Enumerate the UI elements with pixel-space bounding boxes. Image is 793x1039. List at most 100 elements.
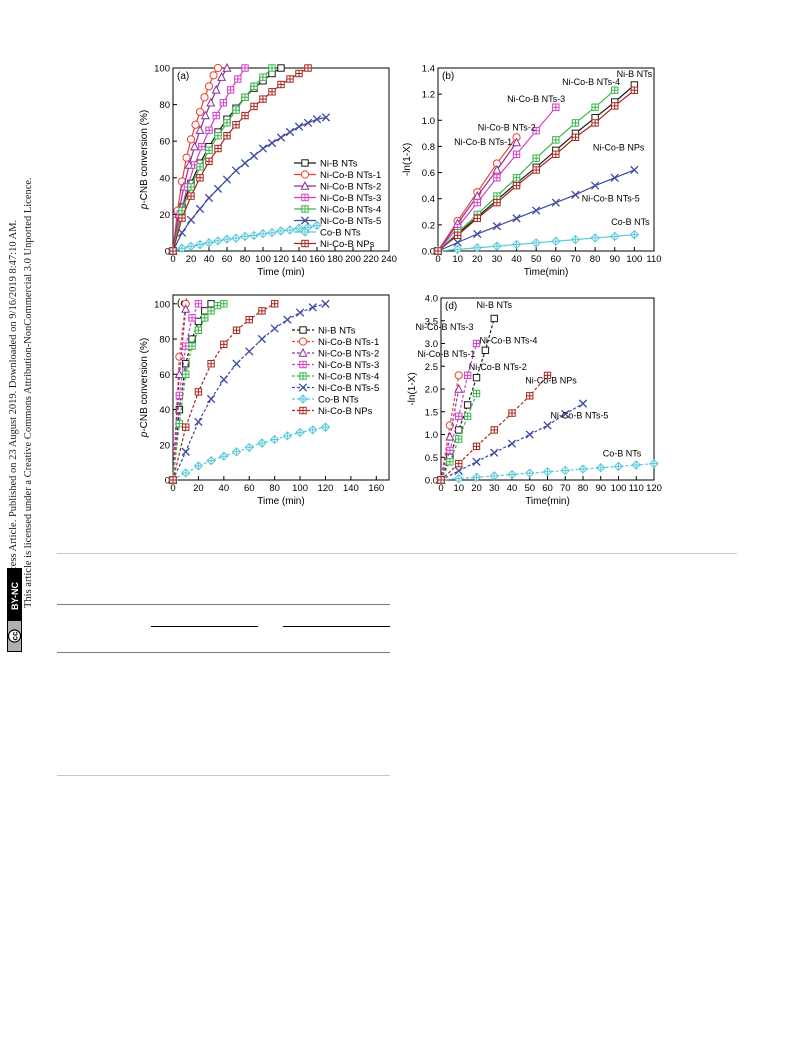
b-x-axis-label: Time(min) xyxy=(524,267,569,278)
c-point-ni-co-b-nts-3 xyxy=(175,391,184,400)
a-point-ni-co-b-nps-cross xyxy=(232,121,240,128)
c-point-ni-co-b-nts-5 xyxy=(295,308,305,317)
a-point-ni-co-b-nps xyxy=(205,157,213,166)
d-point-co-b-nts-cross xyxy=(508,470,516,479)
a-point-ni-co-b-nps xyxy=(250,102,258,111)
c-point-ni-co-b-nps xyxy=(207,360,215,368)
d-point-co-b-nts xyxy=(471,472,482,482)
c-point-ni-co-b-nts-4-cross xyxy=(182,371,189,378)
c-y-tick-label: 40 xyxy=(159,405,170,416)
a-y-axis-label-italic: p xyxy=(139,203,150,210)
a-point-ni-co-b-nps xyxy=(268,88,276,96)
b-series-line-ni-co-b-nts-4 xyxy=(437,89,616,252)
a-point-ni-co-b-nts-3-cross xyxy=(234,75,241,83)
d-point-co-b-nts xyxy=(507,469,517,480)
a-point-co-b-nts-cross xyxy=(223,235,231,244)
a-point-co-b-nts-cross xyxy=(304,223,312,232)
c-point-co-b-nts-cross xyxy=(296,428,305,437)
b-point-ni-co-b-nts-4-cross xyxy=(611,87,618,94)
d-point-ni-co-b-nts-4 xyxy=(463,412,472,421)
a-point-ni-co-b-nps xyxy=(241,111,249,120)
c-point-ni-co-b-nts-4 xyxy=(188,342,196,350)
a-point-ni-co-b-nts-3 xyxy=(226,86,235,94)
c-point-co-b-nts-cross xyxy=(270,435,279,444)
a-legend-entry-ni-co-b-nps: Ni-Co-B NPs xyxy=(320,239,375,250)
c-legend-entry-ni-b-nts: Ni-B NTs xyxy=(318,326,356,337)
b-series-co-b-nts xyxy=(433,229,640,256)
c-point-ni-co-b-nts-5 xyxy=(321,299,330,308)
b-point-co-b-nts xyxy=(551,236,561,246)
a-point-co-b-nts xyxy=(294,223,304,233)
a-point-ni-co-b-nps-cross xyxy=(241,112,249,119)
b-point-ni-co-b-nts-4 xyxy=(611,86,619,94)
d-point-ni-co-b-nps-cross xyxy=(473,443,480,450)
b-series-ni-co-b-nps xyxy=(434,86,639,255)
c-series-co-b-nts xyxy=(168,422,331,485)
a-point-ni-co-b-nts-4-cross xyxy=(250,83,258,90)
a-point-co-b-nts xyxy=(276,226,286,236)
a-point-ni-co-b-nts-5 xyxy=(186,215,196,225)
a-point-ni-co-b-nps-cross xyxy=(187,192,195,200)
c-point-co-b-nts xyxy=(206,455,216,466)
c-point-co-b-nts xyxy=(282,431,293,441)
cc-icon xyxy=(7,629,22,643)
d-point-ni-co-b-nts-3 xyxy=(446,446,454,455)
c-point-co-b-nts xyxy=(231,447,242,457)
d-point-ni-b-nts xyxy=(490,314,498,323)
a-point-ni-co-b-nts-4-cross xyxy=(232,106,240,114)
b-series-ni-co-b-nts-4 xyxy=(434,86,619,255)
table-header-rule xyxy=(57,652,390,653)
a-legend-swatch-marker xyxy=(300,216,310,225)
a-point-ni-co-b-nts-1 xyxy=(209,71,218,80)
panel-c-chart: 0 20 40 60 80 100 120 140 160 0 20 40 60 80 100 Time (m… xyxy=(139,294,390,507)
a-point-ni-co-b-nps-cross xyxy=(304,64,312,72)
d-x-tick-label: 70 xyxy=(560,483,571,494)
b-point-co-b-nts xyxy=(610,231,620,242)
b-point-ni-co-b-nts-3 xyxy=(512,150,521,158)
c-point-ni-co-b-nts-5 xyxy=(308,303,317,312)
d-panel-label: (d) xyxy=(445,301,457,312)
a-point-ni-b-nts xyxy=(277,64,285,72)
a-point-co-b-nts xyxy=(222,234,232,244)
c-point-ni-co-b-nps xyxy=(182,423,190,431)
cc-license-badge[interactable]: cc BY-NC xyxy=(7,568,22,652)
a-point-ni-co-b-nts-2 xyxy=(206,97,216,107)
b-point-ni-co-b-nts-3-cross xyxy=(474,199,481,206)
d-x-tick-label: 50 xyxy=(524,483,535,494)
b-point-ni-co-b-nps xyxy=(611,102,619,110)
table-bottom-rule xyxy=(57,775,390,776)
a-legend-swatch-marker xyxy=(301,205,309,213)
c-point-ni-co-b-nps xyxy=(169,476,177,484)
a-y-tick-label: 60 xyxy=(159,137,170,148)
a-point-ni-co-b-nts-3 xyxy=(241,64,249,72)
c-point-ni-b-nts xyxy=(207,300,215,308)
b-point-co-b-nts-cross xyxy=(630,230,639,239)
a-x-tick-label: 220 xyxy=(363,254,379,265)
b-point-ni-co-b-nps-cross xyxy=(572,134,579,141)
b-point-ni-co-b-nts-3 xyxy=(493,174,501,182)
c-legend-entry-ni-co-b-nts-4: Ni-Co-B NTs-4 xyxy=(318,372,379,383)
d-point-ni-co-b-nts-5 xyxy=(578,399,588,408)
d-y-tick-label: 3.0 xyxy=(425,339,438,350)
c-point-co-b-nts xyxy=(244,442,254,453)
c-point-ni-co-b-nps-cross xyxy=(271,300,278,308)
panel-b-chart: 0 10 20 30 40 50 60 70 80 90 100 110 0.0 0.2 0.4 0.6 0.8… xyxy=(402,64,662,279)
b-series-label-ni-b-nts: Ni-B NTs xyxy=(617,69,653,79)
a-point-co-b-nts-cross xyxy=(187,242,195,251)
d-point-ni-co-b-nts-3-cross xyxy=(473,340,480,347)
b-point-co-b-nts xyxy=(629,229,640,240)
d-point-ni-co-b-nps-cross xyxy=(455,460,462,467)
b-series-label-ni-co-b-nts-5: Ni-Co-B NTs-5 xyxy=(582,193,640,203)
a-point-ni-co-b-nps-cross xyxy=(286,75,294,83)
c-legend-entry-ni-co-b-nts-3: Ni-Co-B NTs-3 xyxy=(318,360,379,371)
a-point-ni-co-b-nts-5 xyxy=(177,228,187,237)
c-point-ni-co-b-nts-5 xyxy=(257,334,267,344)
c-y-axis-label-rest: -CNB conversion (%) xyxy=(139,338,150,432)
a-point-ni-co-b-nps xyxy=(304,64,312,72)
b-series-label-ni-co-b-nts-2: Ni-Co-B NTs-2 xyxy=(478,123,536,133)
a-point-ni-co-b-nts-4 xyxy=(241,93,249,101)
a-series-co-b-nts xyxy=(168,220,322,256)
a-point-co-b-nts-cross xyxy=(250,231,258,240)
d-point-ni-co-b-nts-3 xyxy=(455,412,463,421)
